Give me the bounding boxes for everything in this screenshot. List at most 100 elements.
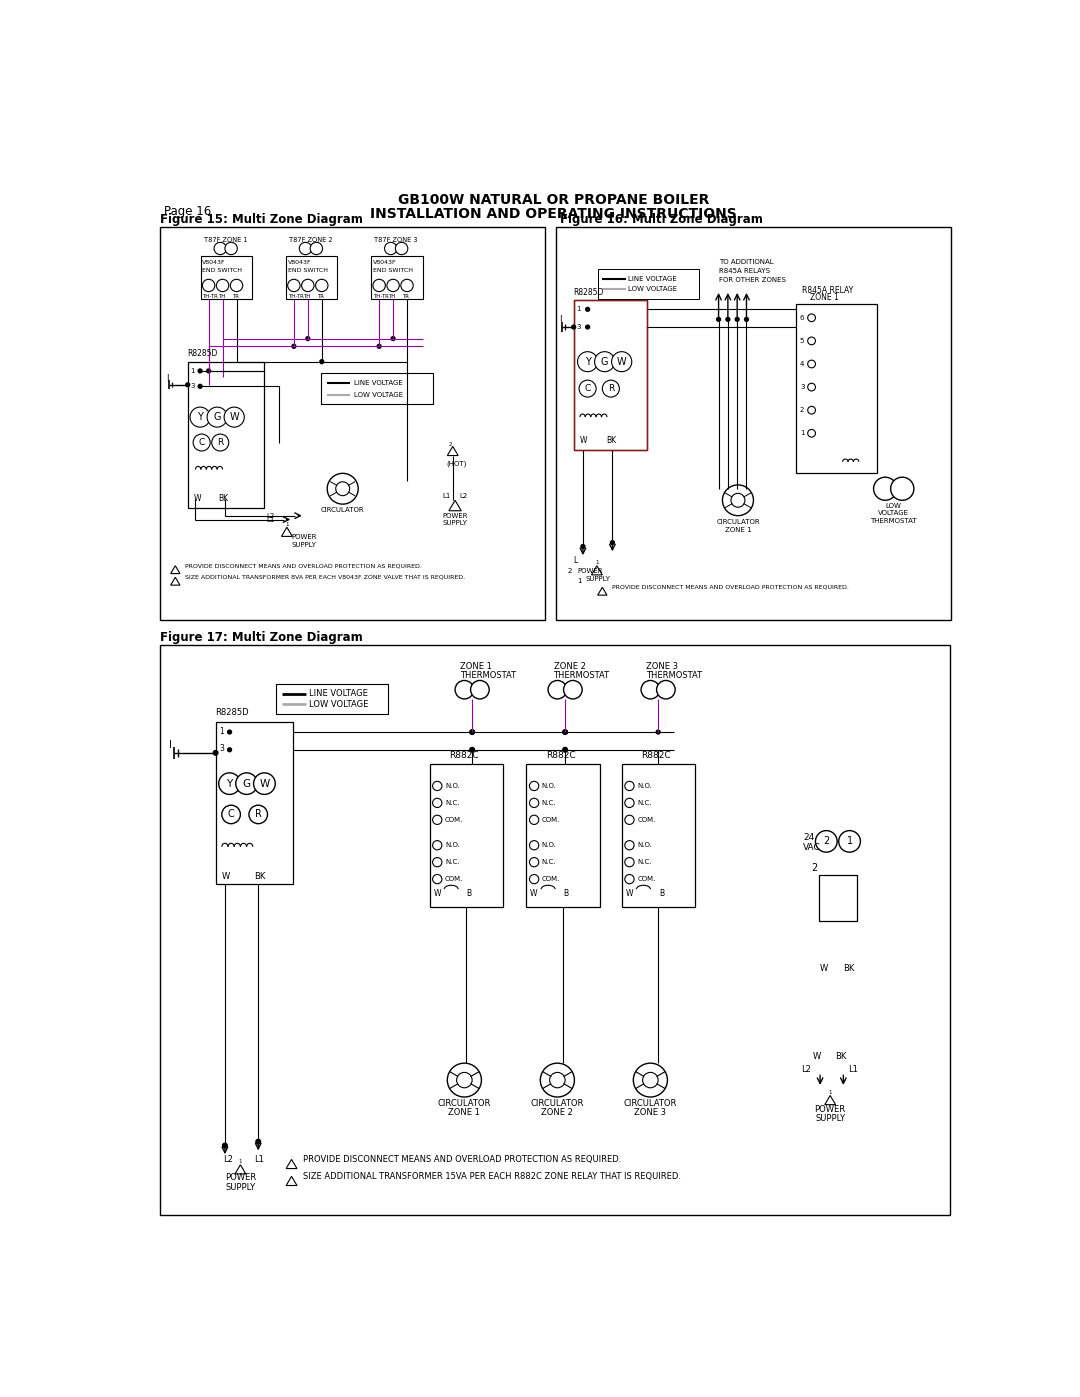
Text: W: W <box>221 872 230 880</box>
Text: INSTALLATION AND OPERATING INSTRUCTIONS: INSTALLATION AND OPERATING INSTRUCTIONS <box>370 207 737 221</box>
Circle shape <box>625 798 634 807</box>
Text: R8285D: R8285D <box>188 349 218 359</box>
Circle shape <box>433 781 442 791</box>
Text: R: R <box>217 439 224 447</box>
Text: COM.: COM. <box>637 876 656 882</box>
Text: G: G <box>243 778 251 789</box>
Text: 3: 3 <box>190 383 194 390</box>
Text: I: I <box>166 374 168 383</box>
Circle shape <box>891 478 914 500</box>
Text: COM.: COM. <box>637 817 656 823</box>
Text: 4: 4 <box>800 360 805 367</box>
Circle shape <box>315 279 328 292</box>
Bar <box>430 764 503 907</box>
Text: 1: 1 <box>576 306 580 313</box>
Text: ZONE 1: ZONE 1 <box>448 1108 481 1118</box>
Text: ZONE 3: ZONE 3 <box>647 662 678 671</box>
Circle shape <box>563 729 567 735</box>
Circle shape <box>564 680 582 698</box>
Circle shape <box>433 798 442 807</box>
Circle shape <box>529 841 539 849</box>
Text: N.O.: N.O. <box>637 842 652 848</box>
Circle shape <box>633 1063 667 1097</box>
Bar <box>622 764 696 907</box>
Circle shape <box>320 360 324 363</box>
Text: BK: BK <box>836 1052 847 1062</box>
Bar <box>201 256 252 299</box>
Circle shape <box>222 1143 227 1148</box>
Circle shape <box>221 805 241 824</box>
Circle shape <box>529 798 539 807</box>
Circle shape <box>470 729 474 735</box>
Text: W: W <box>229 412 239 422</box>
Text: 1: 1 <box>285 521 288 527</box>
Text: Y: Y <box>227 778 232 789</box>
Bar <box>796 305 877 474</box>
Text: 3: 3 <box>219 745 225 753</box>
Circle shape <box>433 841 442 849</box>
Text: N.O.: N.O. <box>445 842 460 848</box>
Circle shape <box>808 407 815 414</box>
Circle shape <box>254 773 275 795</box>
Text: W: W <box>259 778 270 789</box>
Circle shape <box>470 731 474 733</box>
Circle shape <box>384 242 397 254</box>
Circle shape <box>206 369 211 373</box>
Circle shape <box>735 317 739 321</box>
Bar <box>372 256 422 299</box>
Circle shape <box>808 429 815 437</box>
Text: THERMOSTAT: THERMOSTAT <box>554 672 609 680</box>
Circle shape <box>726 317 730 321</box>
Text: W: W <box>530 890 538 898</box>
Circle shape <box>306 337 310 341</box>
Bar <box>573 300 647 450</box>
Text: ZONE 1: ZONE 1 <box>725 527 752 534</box>
Text: ZONE 2: ZONE 2 <box>541 1108 573 1118</box>
Circle shape <box>292 344 296 348</box>
Text: VAC: VAC <box>804 842 821 852</box>
Circle shape <box>327 474 359 504</box>
Bar <box>526 764 600 907</box>
Text: TH-TR: TH-TR <box>373 293 389 299</box>
Text: Y: Y <box>198 412 203 422</box>
Bar <box>598 270 699 299</box>
Text: W: W <box>580 436 588 444</box>
Text: 24: 24 <box>804 833 814 842</box>
Text: TR: TR <box>403 293 409 299</box>
Text: FOR OTHER ZONES: FOR OTHER ZONES <box>718 277 785 284</box>
Text: C: C <box>228 809 234 820</box>
Text: Figure 16: Multi Zone Diagram: Figure 16: Multi Zone Diagram <box>559 212 762 226</box>
Text: N.C.: N.C. <box>445 800 459 806</box>
Text: SIZE ADDITIONAL TRANSFORMER 15VA PER EACH R882C ZONE RELAY THAT IS REQUIRED.: SIZE ADDITIONAL TRANSFORMER 15VA PER EAC… <box>303 1172 681 1180</box>
Text: SUPPLY: SUPPLY <box>226 1183 256 1192</box>
Text: 5: 5 <box>800 338 805 344</box>
Text: W: W <box>820 964 828 972</box>
Circle shape <box>235 773 257 795</box>
Text: Page 16: Page 16 <box>164 205 212 218</box>
Circle shape <box>218 773 241 795</box>
Text: L: L <box>572 556 577 564</box>
Text: 1: 1 <box>847 837 852 847</box>
Text: TH-TR: TH-TR <box>287 293 303 299</box>
Text: BK: BK <box>218 495 229 503</box>
Text: I: I <box>559 314 562 324</box>
Circle shape <box>839 831 861 852</box>
Circle shape <box>225 242 238 254</box>
Circle shape <box>571 326 576 328</box>
Circle shape <box>723 485 754 515</box>
Text: SUPPLY: SUPPLY <box>585 576 610 581</box>
Circle shape <box>529 858 539 866</box>
Text: N.C.: N.C. <box>542 859 556 865</box>
Text: GB100W NATURAL OR PROPANE BOILER: GB100W NATURAL OR PROPANE BOILER <box>397 193 710 207</box>
Text: R882C: R882C <box>545 750 576 760</box>
Text: C: C <box>199 439 205 447</box>
Circle shape <box>625 841 634 849</box>
Circle shape <box>731 493 745 507</box>
Text: C: C <box>584 384 591 393</box>
Text: W: W <box>194 495 201 503</box>
Circle shape <box>657 680 675 698</box>
Circle shape <box>625 875 634 884</box>
Circle shape <box>193 434 211 451</box>
Text: LOW VOLTAGE: LOW VOLTAGE <box>353 391 403 398</box>
Circle shape <box>213 750 218 756</box>
